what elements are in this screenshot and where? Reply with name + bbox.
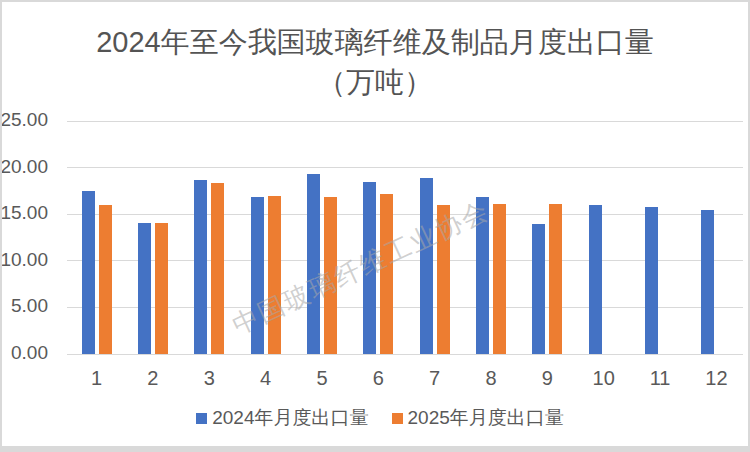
bar-2024年月度出口量-9 [532, 224, 545, 354]
gridline-25.00 [67, 121, 743, 122]
x-tick-label-10: 10 [582, 367, 626, 390]
x-tick-label-1: 1 [75, 367, 119, 390]
frame-border-bottom [0, 446, 750, 452]
y-tick-label: 0.00 [0, 342, 48, 364]
y-tick-label: 20.00 [0, 156, 48, 178]
gridline-20.00 [67, 167, 743, 168]
gridline-5.00 [67, 307, 743, 308]
y-tick-label: 25.00 [0, 109, 48, 131]
bar-2024年月度出口量-7 [420, 178, 433, 354]
legend-item-2025年月度出口量: 2025年月度出口量 [392, 405, 564, 431]
chart-title-line1: 2024年至今我国玻璃纤维及制品月度出口量 [0, 22, 750, 62]
legend-label: 2025年月度出口量 [408, 405, 564, 431]
x-tick-label-4: 4 [244, 367, 288, 390]
bar-2024年月度出口量-3 [194, 180, 207, 354]
x-tick-label-6: 6 [356, 367, 400, 390]
x-tick-label-5: 5 [300, 367, 344, 390]
x-tick-label-11: 11 [638, 367, 682, 390]
gridline-0.00 [67, 354, 743, 355]
y-tick-label: 15.00 [0, 202, 48, 224]
bar-2025年月度出口量-9 [549, 204, 562, 354]
x-tick-label-2: 2 [131, 367, 175, 390]
bar-2024年月度出口量-1 [82, 191, 95, 354]
frame-border-left [0, 0, 2, 452]
bar-2025年月度出口量-8 [493, 204, 506, 354]
bar-2024年月度出口量-10 [589, 205, 602, 354]
legend-swatch-icon [392, 413, 403, 424]
bar-2025年月度出口量-2 [155, 223, 168, 354]
legend: 2024年月度出口量 2025年月度出口量 [10, 405, 750, 431]
x-tick-label-8: 8 [469, 367, 513, 390]
legend-item-2024年月度出口量: 2024年月度出口量 [196, 405, 368, 431]
legend-swatch-icon [196, 413, 207, 424]
bar-2025年月度出口量-3 [211, 183, 224, 354]
x-tick-label-12: 12 [694, 367, 738, 390]
x-tick-label-7: 7 [413, 367, 457, 390]
bar-2025年月度出口量-4 [268, 196, 281, 354]
bar-2024年月度出口量-2 [138, 223, 151, 354]
bar-2024年月度出口量-5 [307, 174, 320, 354]
chart-frame: 2024年至今我国玻璃纤维及制品月度出口量 （万吨） 0.00 5.00 10.00… [0, 0, 750, 452]
legend-label: 2024年月度出口量 [212, 405, 368, 431]
chart-title-line2: （万吨） [0, 62, 750, 102]
y-tick-label: 10.00 [0, 249, 48, 271]
bar-2025年月度出口量-1 [99, 205, 112, 354]
gridline-15.00 [67, 214, 743, 215]
bar-2024年月度出口量-11 [645, 207, 658, 354]
x-tick-label-9: 9 [525, 367, 569, 390]
chart-title: 2024年至今我国玻璃纤维及制品月度出口量 （万吨） [0, 22, 750, 102]
bar-2024年月度出口量-12 [701, 210, 714, 354]
frame-border-top [0, 0, 750, 2]
y-tick-label: 5.00 [0, 295, 48, 317]
x-tick-label-3: 3 [187, 367, 231, 390]
